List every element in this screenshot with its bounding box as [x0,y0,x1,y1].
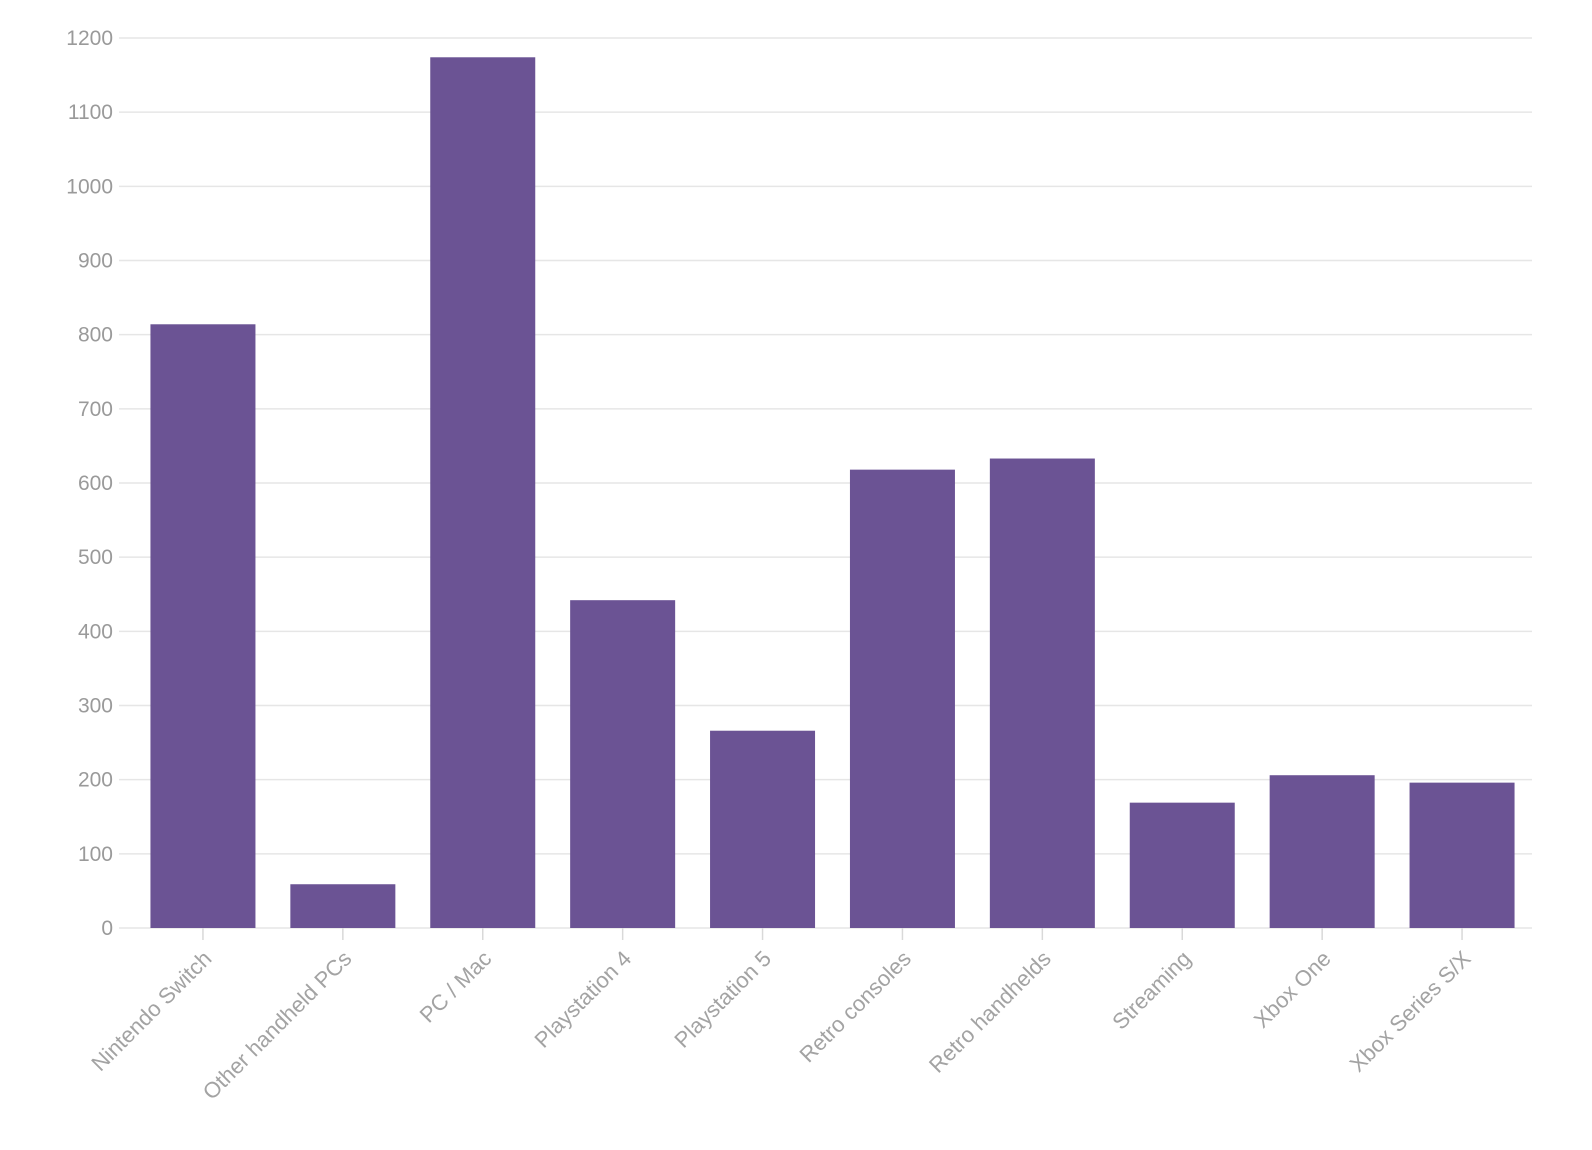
grid-lines [119,37,1532,929]
bar [710,730,816,928]
y-tick-label: 0 [101,917,113,940]
x-tick-label: Playstation 5 [669,946,776,1053]
y-tick-label: 200 [78,769,113,792]
bar [430,57,536,929]
bar [570,600,676,928]
y-tick-label: 400 [78,620,113,643]
x-tick-label: Retro handhelds [924,946,1056,1078]
x-tick-label: Other handheld PCs [198,946,357,1105]
x-tick-label: Nintendo Switch [86,946,216,1076]
y-tick-label: 1000 [66,175,113,198]
bar [1409,782,1515,928]
x-tick-label: Retro consoles [795,946,916,1067]
bar [989,458,1095,928]
bars [150,57,1515,929]
bar [1269,775,1375,928]
y-tick-label: 500 [78,546,113,569]
y-tick-label: 700 [78,398,113,421]
y-tick-label: 1200 [66,27,113,50]
bar [849,469,955,928]
y-tick-label: 1100 [68,101,113,124]
bar [290,884,396,928]
y-tick-label: 900 [78,250,113,273]
x-tick-label: Xbox One [1249,946,1336,1033]
bar [150,324,256,928]
y-tick-label: 300 [78,695,113,718]
x-tick-label: Playstation 4 [529,946,636,1053]
y-tick-label: 100 [78,843,113,866]
x-tick-label: Xbox Series S/X [1345,946,1476,1077]
bar [1129,802,1235,928]
y-axis: 0 100 200 300 400 500 600 700 800 900 1000 1100 1200 [66,27,113,940]
x-tick-label: Streaming [1107,946,1196,1035]
x-tick-label: PC / Mac [415,946,497,1028]
y-tick-label: 600 [78,472,113,495]
y-tick-label: 800 [78,324,113,347]
